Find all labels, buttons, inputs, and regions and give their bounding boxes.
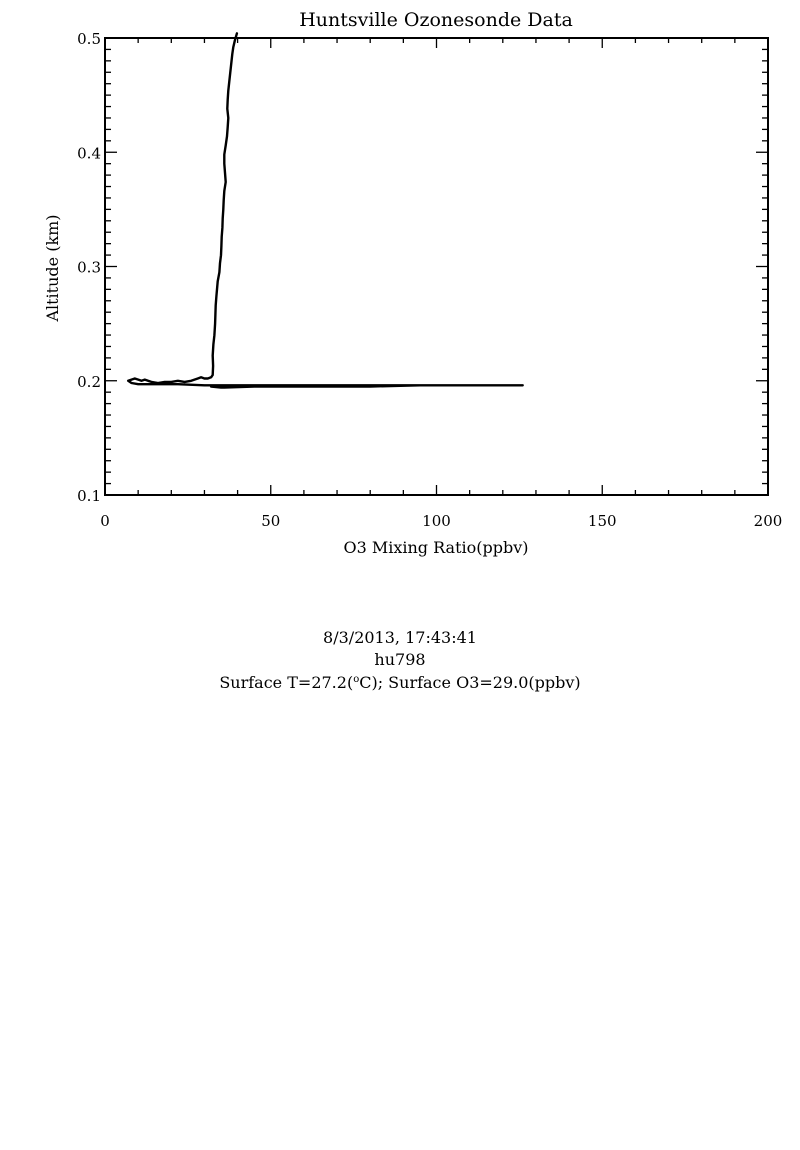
- axis-ticks: [104, 37, 769, 496]
- y-tick-label: 0.3: [77, 259, 101, 277]
- x-tick-label: 200: [754, 512, 783, 530]
- sounding-datetime: 8/3/2013, 17:43:41: [323, 628, 477, 647]
- surface-t-prefix: Surface T=27.2(: [219, 673, 354, 692]
- y-tick-label: 0.2: [77, 373, 101, 391]
- y-tick-label: 0.5: [77, 30, 101, 48]
- ozone-profile-line: [126, 32, 524, 389]
- surface-conditions: Surface T=27.2(oC); Surface O3=29.0(ppbv…: [0, 672, 800, 694]
- x-tick-label: 150: [588, 512, 617, 530]
- y-tick-label: 0.1: [77, 487, 101, 505]
- y-tick-label: 0.4: [77, 144, 101, 162]
- chart-title: Huntsville Ozonesonde Data: [299, 9, 573, 31]
- x-tick-label: 50: [261, 512, 280, 530]
- tick-labels: 0 50 100 150 200 0.1 0.2 0.3 0.4 0.5: [77, 30, 782, 530]
- x-axis-label: O3 Mixing Ratio(ppbv): [343, 538, 528, 557]
- x-tick-label: 100: [422, 512, 451, 530]
- ozonesonde-chart: Huntsville Ozonesonde Data 0 50 100 150 2000…: [43, 9, 782, 557]
- degree-symbol: o: [353, 674, 360, 685]
- plot-frame: [104, 37, 769, 496]
- station-id: hu798: [374, 650, 426, 669]
- surface-t-suffix: C); Surface O3=29.0(ppbv): [359, 673, 581, 692]
- x-tick-label: 0: [100, 512, 110, 530]
- y-axis-label: Altitude (km): [43, 214, 62, 322]
